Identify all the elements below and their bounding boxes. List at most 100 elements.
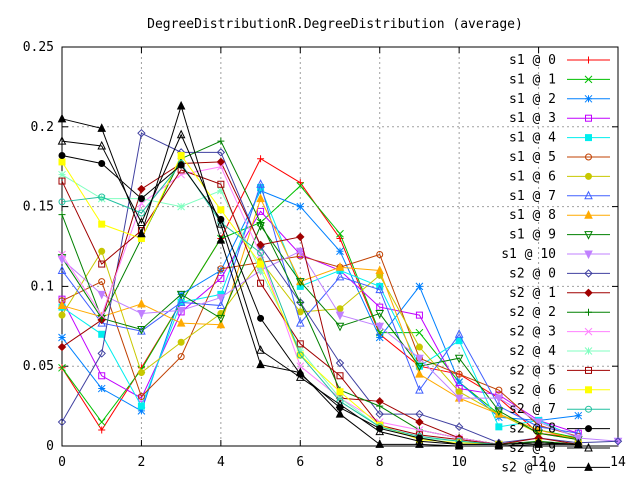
data-point xyxy=(295,372,305,381)
data-point xyxy=(97,311,106,319)
data-point xyxy=(415,282,424,291)
data-point xyxy=(137,128,146,138)
data-point xyxy=(257,260,265,268)
series-line xyxy=(61,186,579,439)
series-line xyxy=(61,133,579,445)
data-point xyxy=(256,250,265,259)
data-point xyxy=(137,325,146,335)
data-point xyxy=(58,250,66,259)
data-point xyxy=(137,402,145,410)
legend-marker xyxy=(584,250,593,260)
data-point xyxy=(573,439,583,448)
data-point xyxy=(217,137,225,145)
chart-title: DegreeDistributionR.DegreeDistribution (… xyxy=(147,17,523,32)
data-point xyxy=(454,394,464,404)
data-point xyxy=(217,180,225,188)
data-point xyxy=(375,426,385,436)
data-point xyxy=(336,247,344,256)
data-point xyxy=(216,319,226,329)
data-point xyxy=(177,161,185,169)
data-point xyxy=(217,266,225,275)
data-point xyxy=(335,358,345,368)
legend-label: s1 @ 4 xyxy=(509,131,556,146)
data-point xyxy=(295,278,305,287)
data-point xyxy=(296,179,304,187)
data-point xyxy=(415,426,424,434)
legend-marker xyxy=(585,366,592,374)
data-point xyxy=(137,228,146,238)
data-point xyxy=(415,328,424,337)
data-point xyxy=(176,100,186,110)
data-point xyxy=(296,298,304,306)
legend-marker xyxy=(585,56,592,64)
data-point xyxy=(58,152,66,160)
data-point xyxy=(256,266,265,275)
data-point xyxy=(137,393,145,401)
data-point xyxy=(376,250,384,258)
data-point xyxy=(58,170,66,179)
data-point xyxy=(257,219,265,227)
data-point xyxy=(375,439,385,448)
data-point xyxy=(415,369,424,378)
data-point xyxy=(494,440,504,450)
data-point xyxy=(375,322,385,332)
data-point xyxy=(57,342,67,352)
legend-marker xyxy=(584,269,593,278)
data-point xyxy=(98,193,106,201)
series-s2-4 xyxy=(58,170,583,449)
data-point xyxy=(256,193,265,203)
data-point xyxy=(97,384,106,393)
data-point xyxy=(336,372,344,380)
data-point xyxy=(335,262,345,271)
series-s2-10 xyxy=(57,100,583,450)
legend-marker xyxy=(585,134,592,142)
data-point xyxy=(216,157,226,167)
legend-label: s2 @ 6 xyxy=(509,383,556,398)
data-point xyxy=(375,409,384,419)
data-point xyxy=(296,340,304,348)
legend-marker xyxy=(584,442,593,452)
data-point xyxy=(97,290,107,300)
data-point xyxy=(57,417,67,427)
data-point xyxy=(98,260,106,268)
data-point xyxy=(534,439,543,448)
data-point xyxy=(58,211,66,219)
data-point xyxy=(257,155,265,163)
data-point xyxy=(257,249,265,257)
data-point xyxy=(97,140,107,150)
series-line xyxy=(61,224,579,441)
data-point xyxy=(454,422,464,432)
data-point xyxy=(256,179,265,188)
data-point xyxy=(97,418,106,426)
data-point xyxy=(216,219,226,228)
legend-label: s2 @ 0 xyxy=(509,266,556,281)
legend-marker xyxy=(585,153,592,161)
data-point xyxy=(177,170,185,179)
data-point xyxy=(574,411,583,420)
data-point xyxy=(415,311,423,319)
data-point xyxy=(97,349,106,358)
data-point xyxy=(57,300,67,310)
x-tick-label: 8 xyxy=(376,455,384,470)
data-point xyxy=(217,162,225,171)
series-line xyxy=(61,253,579,437)
y-tick-label: 0 xyxy=(46,439,54,454)
legend-marker xyxy=(584,231,593,240)
data-point xyxy=(415,385,424,394)
data-point xyxy=(375,333,384,342)
legend-label: s2 @ 8 xyxy=(509,422,556,437)
legend-marker xyxy=(585,114,592,122)
data-point xyxy=(58,198,66,206)
data-point xyxy=(216,234,226,244)
x-tick-label: 14 xyxy=(610,455,626,470)
data-point xyxy=(137,195,145,203)
data-point xyxy=(257,279,265,287)
series-s1-7 xyxy=(57,179,583,437)
legend-label: s1 @ 10 xyxy=(501,247,556,262)
legend-marker xyxy=(584,94,593,103)
data-point xyxy=(216,294,226,303)
legend-label: s2 @ 4 xyxy=(509,344,556,359)
series-s2-9 xyxy=(57,129,583,448)
series-line xyxy=(61,250,579,441)
x-tick-label: 10 xyxy=(451,455,467,470)
